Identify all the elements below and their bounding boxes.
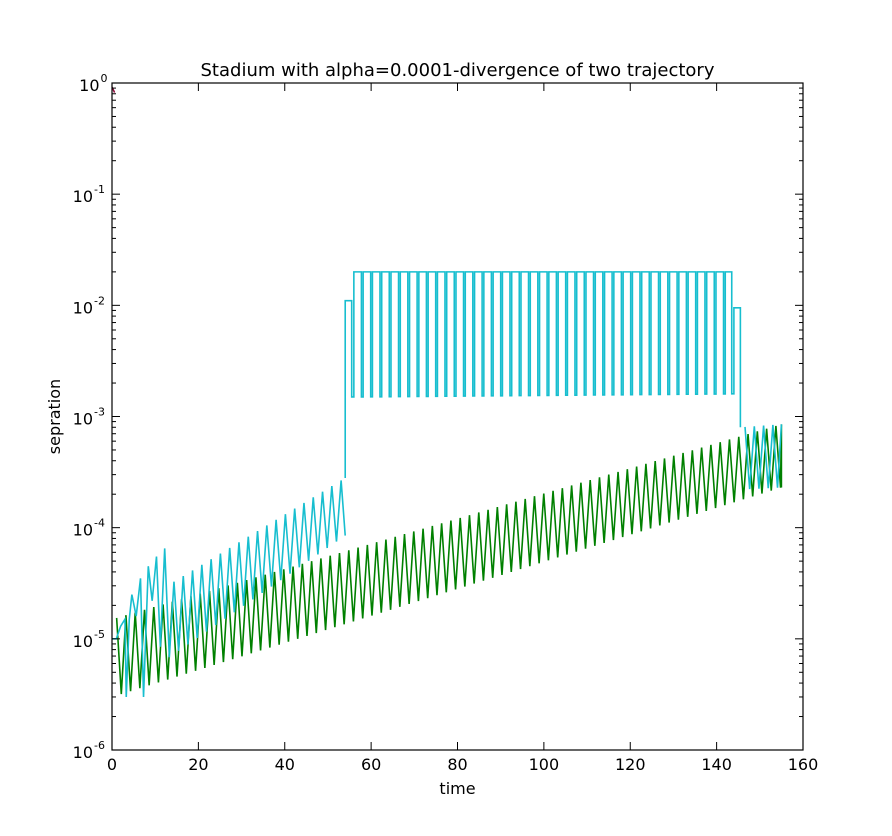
y-tick-label-2: 10	[73, 521, 93, 540]
y-tick-exponent-5: -1	[94, 183, 105, 196]
plot-area	[112, 86, 783, 697]
y-tick-label-5: 10	[73, 187, 93, 206]
y-tick-exponent-2: -4	[94, 517, 105, 530]
x-tick-label-4: 80	[447, 755, 467, 774]
x-tick-label-0: 0	[107, 755, 117, 774]
x-tick-label-8: 160	[788, 755, 819, 774]
y-tick-exponent-3: -3	[94, 406, 105, 419]
y-tick-label-3: 10	[73, 410, 93, 429]
y-tick-label-4: 10	[73, 298, 93, 317]
y-axis-label: sepration	[45, 379, 64, 454]
series-line-0	[115, 424, 783, 695]
x-tick-label-5: 100	[529, 755, 560, 774]
y-tick-label-0: 10	[73, 743, 93, 762]
series-line-1	[112, 480, 347, 697]
y-tick-exponent-6: 0	[101, 72, 108, 85]
series-line-2	[344, 271, 742, 478]
x-tick-label-2: 40	[275, 755, 295, 774]
y-tick-exponent-1: -5	[94, 628, 105, 641]
y-tick-label-1: 10	[73, 632, 93, 651]
series-line-3	[744, 424, 783, 490]
x-tick-label-6: 120	[615, 755, 646, 774]
x-axis-label: time	[439, 779, 475, 798]
x-tick-label-1: 20	[188, 755, 208, 774]
x-tick-label-7: 140	[701, 755, 732, 774]
x-tick-label-3: 60	[361, 755, 381, 774]
y-tick-label-6: 10	[79, 76, 99, 95]
chart-title: Stadium with alpha=0.0001-divergence of …	[201, 60, 715, 81]
y-tick-exponent-0: -6	[94, 739, 105, 752]
y-tick-exponent-4: -2	[94, 294, 105, 307]
